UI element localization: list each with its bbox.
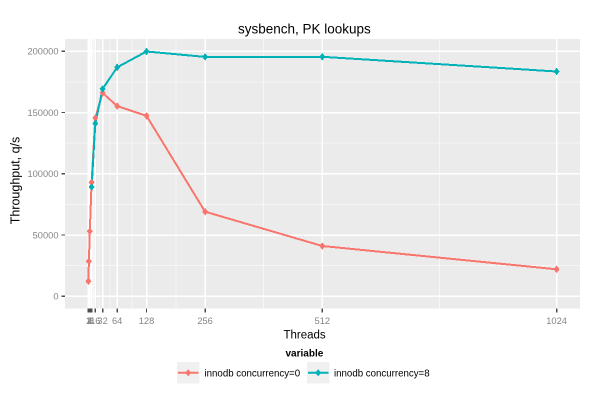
svg-text:innodb concurrency=0: innodb concurrency=0 <box>205 368 301 379</box>
svg-text:50000: 50000 <box>33 230 59 240</box>
svg-text:1: 1 <box>86 316 91 326</box>
svg-text:innodb concurrency=8: innodb concurrency=8 <box>334 368 430 379</box>
svg-text:sysbench, PK lookups: sysbench, PK lookups <box>238 22 371 37</box>
svg-text:16: 16 <box>90 316 100 326</box>
svg-text:512: 512 <box>315 316 331 326</box>
svg-text:100000: 100000 <box>27 169 58 179</box>
svg-text:256: 256 <box>197 316 213 326</box>
svg-text:2: 2 <box>86 316 91 326</box>
svg-text:variable: variable <box>285 349 323 360</box>
svg-text:32: 32 <box>97 316 107 326</box>
svg-text:Threads: Threads <box>284 329 326 341</box>
svg-text:4: 4 <box>87 316 92 326</box>
svg-text:128: 128 <box>139 316 155 326</box>
svg-text:150000: 150000 <box>27 108 58 118</box>
svg-text:1024: 1024 <box>546 316 567 326</box>
svg-text:8: 8 <box>89 316 94 326</box>
svg-text:200000: 200000 <box>27 47 58 57</box>
svg-text:Throughput, q/s: Throughput, q/s <box>9 137 23 225</box>
svg-text:64: 64 <box>112 316 122 326</box>
svg-text:0: 0 <box>53 292 58 302</box>
